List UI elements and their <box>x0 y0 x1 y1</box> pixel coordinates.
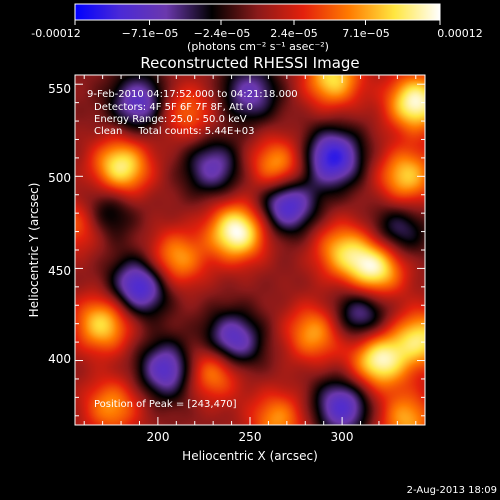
colorbar-tick-label-3: 2.4e−05 <box>270 27 317 40</box>
axis-ticks <box>75 75 425 425</box>
footer-date: 2-Aug-2013 18:09 <box>407 485 497 496</box>
peak-position-label: Position of Peak = [243,470] <box>94 399 237 410</box>
annotation-clean-counts: Clean Total counts: 5.44E+03 <box>94 126 254 137</box>
y-axis-label: Heliocentric Y (arcsec) <box>27 183 41 318</box>
y-tick-label-550: 550 <box>48 82 71 96</box>
colorbar-tick-label-0: -0.00012 <box>31 27 80 40</box>
y-tick-label-450: 450 <box>48 264 71 278</box>
annotation-detectors: Detectors: 4F 5F 6F 7F 8F, Att 0 <box>94 102 253 113</box>
y-tick-label-400: 400 <box>48 352 71 366</box>
annotation-time-range: 9-Feb-2010 04:17:52.000 to 04:21:18.000 <box>87 89 298 100</box>
annotation-block: 9-Feb-2010 04:17:52.000 to 04:21:18.000 … <box>87 89 298 137</box>
x-axis-label: Heliocentric X (arcsec) <box>182 449 318 463</box>
colorbar: -0.00012 −7.1e−05 −2.4e−05 2.4e−05 7.1e−… <box>31 3 483 53</box>
annotation-energy-range: Energy Range: 25.0 - 50.0 keV <box>94 114 247 125</box>
colorbar-tick-label-2: −2.4e−05 <box>194 27 251 40</box>
colorbar-tick-label-4: 7.1e−05 <box>342 27 389 40</box>
x-tick-label-250: 250 <box>239 430 262 444</box>
colorbar-ticks <box>74 20 441 25</box>
heatmap-image <box>75 75 425 425</box>
chart-title: Reconstructed RHESSI Image <box>140 54 359 72</box>
x-tick-label-200: 200 <box>147 430 170 444</box>
x-tick-label-300: 300 <box>331 430 354 444</box>
colorbar-units: (photons cm⁻² s⁻¹ asec⁻²) <box>187 40 329 53</box>
colorbar-tick-label-1: −7.1e−05 <box>122 27 179 40</box>
colorbar-gradient <box>74 3 441 21</box>
y-tick-label-500: 500 <box>48 171 71 185</box>
colorbar-tick-label-5: 0.00012 <box>437 27 483 40</box>
